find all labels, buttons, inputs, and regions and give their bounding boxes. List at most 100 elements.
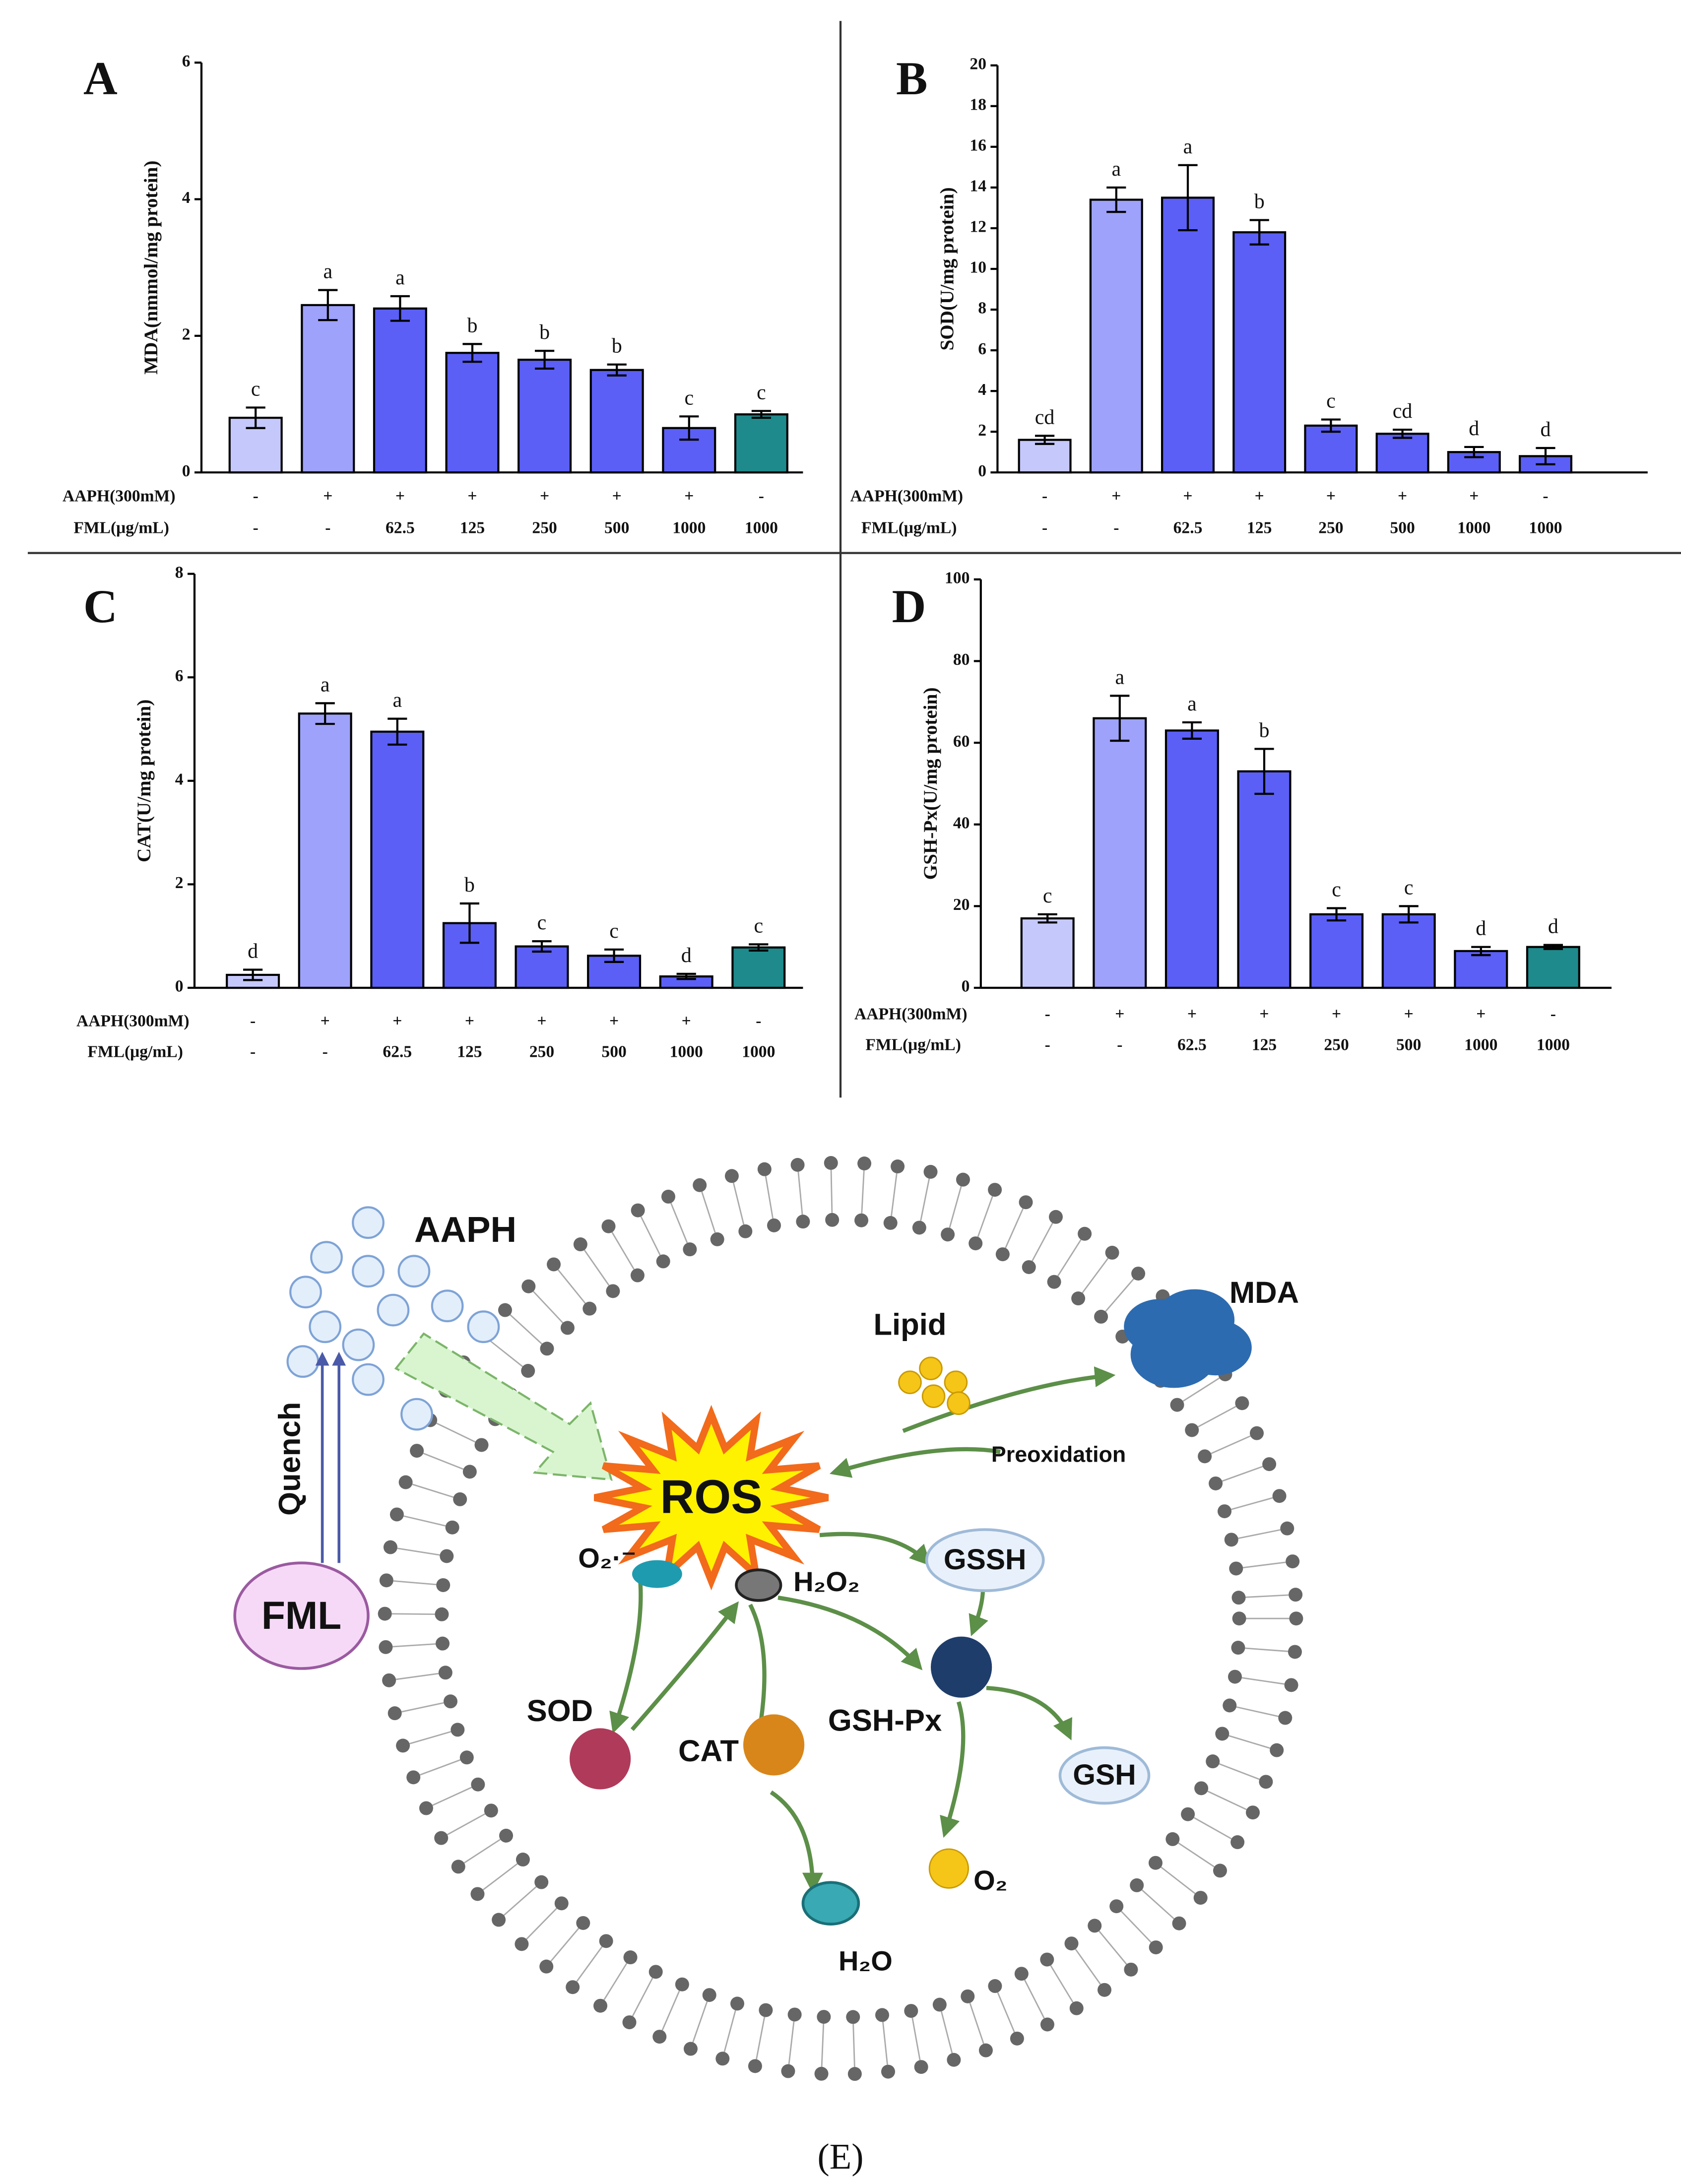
significance-letter: b: [1254, 191, 1265, 213]
lipid-head: [622, 2015, 637, 2030]
lipid-head: [1230, 1835, 1245, 1850]
error-bar: [1037, 913, 1057, 924]
lipid-tail: [583, 1249, 610, 1286]
lipid-tail: [463, 1839, 501, 1863]
pathway-arrow: [986, 1686, 1072, 1740]
lipid-head: [435, 1607, 449, 1621]
lipid-tail: [510, 1314, 543, 1345]
gsh-bubble: [1058, 1746, 1151, 1805]
aaph-label: +: [1187, 1005, 1197, 1024]
lipid-head: [881, 2064, 895, 2079]
lipid-head: [573, 1237, 587, 1252]
y-tick-label: 8: [978, 299, 986, 318]
lipid-tail: [997, 1992, 1015, 2033]
lipid-tail: [732, 1182, 745, 1225]
error-bar: [751, 410, 771, 419]
mda-label: MDA: [1229, 1276, 1299, 1310]
aaph-label: -: [1543, 487, 1548, 505]
lipid-tail: [821, 2024, 825, 2067]
y-tick-label: 2: [978, 421, 986, 440]
lipid-head: [1071, 1291, 1086, 1306]
y-tick-label: 10: [970, 258, 986, 277]
lipid-tail: [692, 2001, 708, 2043]
pathway-arrow: [609, 1569, 643, 1734]
aaph-bubble: [352, 1363, 385, 1396]
lipid-blob: [947, 1391, 970, 1415]
aaph-bubble: [286, 1345, 320, 1378]
lipid-head: [582, 1301, 597, 1316]
gssh-label: GSSH: [944, 1543, 1027, 1576]
row-label: FML(μg/mL): [865, 1035, 961, 1054]
fml-label: 500: [1390, 519, 1415, 537]
lipid-head: [470, 1887, 485, 1901]
lipid-head: [748, 2059, 762, 2073]
lipid-head: [824, 1156, 838, 1170]
y-tick-label: 40: [953, 814, 970, 832]
lipid-tail: [611, 1232, 635, 1270]
lipid-head: [796, 1215, 810, 1229]
lipid-head: [1224, 1533, 1238, 1547]
lipid-head: [389, 1507, 404, 1522]
y-axis-label: SOD(U/mg protein): [936, 187, 958, 350]
lipid-tail: [557, 1269, 586, 1304]
cat-label: CAT: [678, 1734, 739, 1768]
bar: [731, 946, 786, 989]
diagram: ROS AAPH Lipid Preoxidation MDA FML Quench GSSH…: [233, 1156, 1303, 2081]
lipid-head: [1047, 1275, 1061, 1289]
y-tick-label: 2: [175, 874, 184, 892]
lipid-head: [1040, 1952, 1054, 1967]
lipid-head: [969, 1236, 983, 1251]
lipid-head: [1215, 1727, 1229, 1741]
bar: [1093, 717, 1147, 989]
significance-letter: cd: [1035, 406, 1055, 429]
lipid-head: [378, 1606, 392, 1621]
y-tick-label: 6: [978, 340, 986, 358]
error-bar: [1327, 907, 1347, 922]
error-bar: [243, 968, 263, 981]
lipid-head: [606, 1284, 620, 1298]
lipid-tail: [723, 2010, 736, 2053]
lipid-head: [757, 1162, 772, 1176]
lipid-head: [1231, 1641, 1245, 1655]
bar: [1526, 946, 1580, 989]
error-bar: [390, 295, 410, 322]
lipid-head: [825, 1213, 840, 1227]
error-bar: [1249, 219, 1269, 246]
significance-letter: c: [251, 378, 260, 400]
error-bar: [749, 943, 769, 952]
row-label: AAPH(300mM): [76, 1012, 190, 1030]
lipid-head: [956, 1172, 970, 1187]
significance-letter: c: [1326, 390, 1336, 413]
lipid-tail: [765, 1176, 774, 1219]
aaph-label: +: [609, 1012, 619, 1030]
fml-label: -: [250, 1042, 256, 1061]
lipid-head: [438, 1666, 453, 1680]
lipid-head: [459, 1750, 474, 1765]
aaph-bubble: [431, 1289, 464, 1323]
fml-label: 62.5: [386, 519, 415, 537]
fml-label: 1000: [1529, 519, 1562, 537]
lipid-tail: [1024, 1980, 1045, 2019]
significance-letter: a: [392, 689, 402, 712]
row-label: AAPH(300mM): [854, 1005, 968, 1024]
error-bar: [607, 363, 627, 377]
lipid-tail: [393, 1580, 437, 1586]
y-tick-label: 0: [175, 977, 184, 996]
bar: [445, 352, 500, 474]
lipid-head: [388, 1706, 402, 1721]
lipid-head: [462, 1465, 477, 1479]
error-bar: [1110, 695, 1130, 742]
h2o-label: H₂O: [839, 1945, 893, 1976]
lipid-head: [932, 1997, 947, 2012]
lipid-tail: [526, 1908, 557, 1940]
lipid-head: [1022, 1260, 1036, 1274]
lipid-head: [1278, 1711, 1293, 1725]
lipid-head: [1069, 2001, 1084, 2015]
lipid-tail: [395, 1672, 439, 1680]
lipid-tail: [949, 1186, 962, 1228]
lipid-head: [947, 2053, 961, 2067]
lipid-tail: [550, 1927, 580, 1962]
superoxide-blob: [632, 1560, 682, 1588]
lipid-tail: [576, 1946, 603, 1982]
fml-label: -: [1117, 1035, 1122, 1054]
